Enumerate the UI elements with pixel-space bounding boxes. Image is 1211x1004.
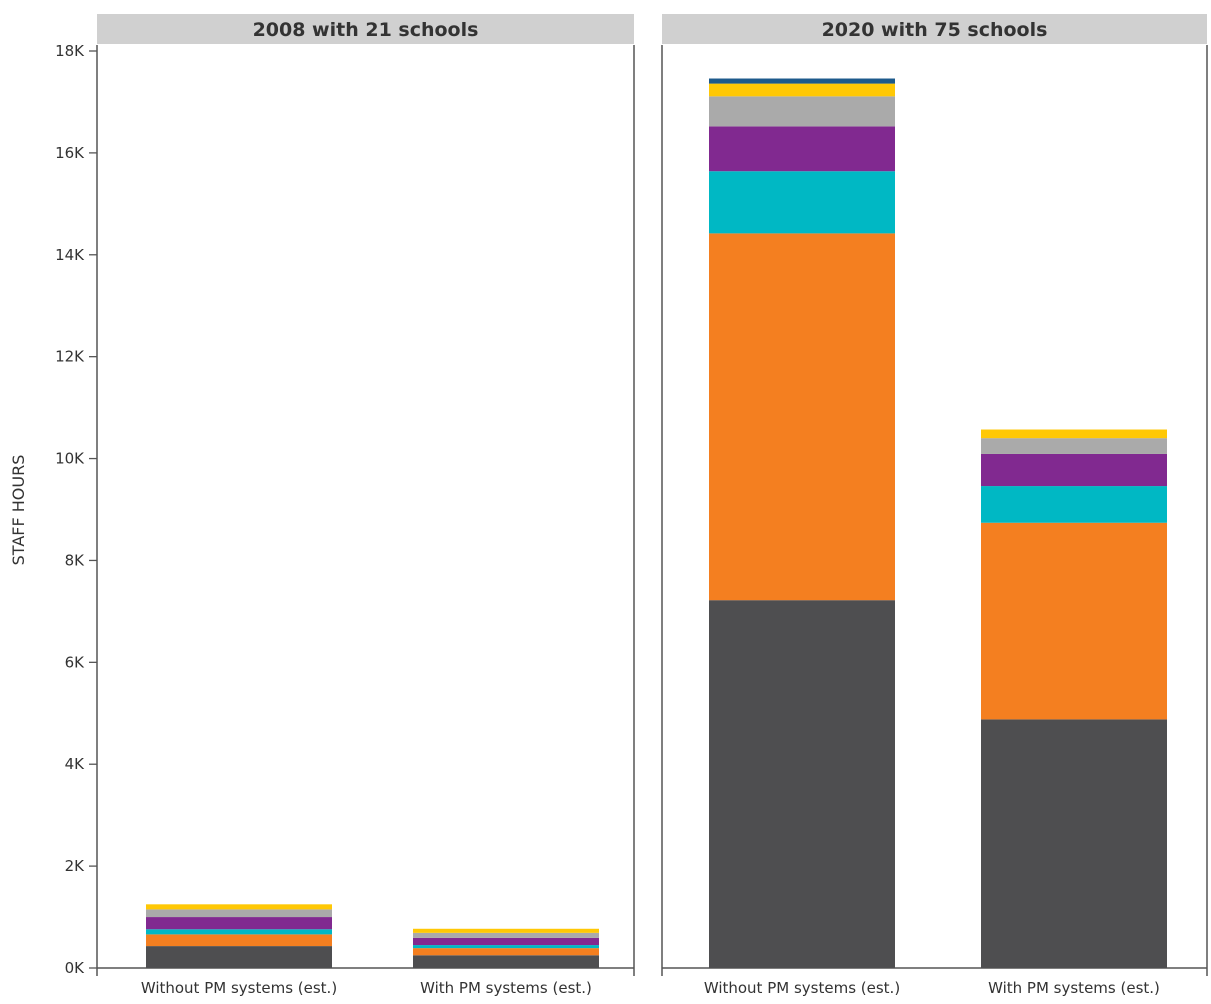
y-tick-label: 8K — [65, 551, 86, 569]
x-category-label: Without PM systems (est.) — [704, 979, 900, 997]
y-tick-label: 0K — [65, 959, 86, 977]
panel-header-band — [662, 14, 1207, 44]
bar-segment — [981, 719, 1167, 968]
bar-segment — [413, 928, 599, 933]
y-tick-label: 18K — [55, 42, 85, 60]
bar-segment — [146, 946, 332, 968]
panel-2: Without PM systems (est.) With PM systems… — [661, 45, 1208, 997]
x-category-label: Without PM systems (est.) — [141, 979, 337, 997]
bar-segment — [413, 932, 599, 938]
y-tick-label: 10K — [55, 450, 85, 468]
panels: Without PM systems (est.) With PM systems… — [96, 45, 1208, 997]
x-category-label: With PM systems (est.) — [420, 979, 592, 997]
bar-segment — [981, 486, 1167, 523]
bar-segment — [709, 78, 895, 84]
bar-segment — [709, 96, 895, 127]
y-tick-label: 4K — [65, 755, 86, 773]
bar-segment — [146, 929, 332, 935]
bar-segment — [709, 83, 895, 97]
panel-1: Without PM systems (est.) With PM systems… — [96, 45, 635, 997]
bar-segment — [146, 909, 332, 918]
y-tick-label: 2K — [65, 857, 86, 875]
panel-headers: 2008 with 21 schools 2020 with 75 schools — [97, 14, 1207, 44]
bar-segment — [146, 917, 332, 930]
y-axis: 0K 2K 4K 6K 8K 10K 12K 14K 16K 18K — [55, 42, 97, 977]
y-axis-label: STAFF HOURS — [9, 455, 28, 566]
y-tick-label: 6K — [65, 653, 86, 671]
bar-segment — [709, 233, 895, 601]
bar-segment — [709, 126, 895, 172]
x-category-label: With PM systems (est.) — [988, 979, 1160, 997]
y-tick-label: 14K — [55, 246, 85, 264]
panel-title: 2008 with 21 schools — [253, 19, 479, 41]
bar-segment — [413, 945, 599, 949]
bar-segment — [146, 904, 332, 910]
bar-segment — [981, 522, 1167, 720]
bar-segment — [981, 453, 1167, 487]
y-tick-label: 16K — [55, 144, 85, 162]
bar-segment — [709, 600, 895, 968]
bar-segment — [413, 948, 599, 956]
bar-segment — [981, 438, 1167, 454]
panel-title: 2020 with 75 schools — [822, 19, 1048, 41]
bar-segment — [981, 429, 1167, 439]
bar-segment — [413, 955, 599, 968]
bar-segment — [709, 171, 895, 234]
bar-segment — [413, 937, 599, 946]
panel-header-band — [97, 14, 634, 44]
y-tick-label: 12K — [55, 348, 85, 366]
bar-segment — [146, 934, 332, 947]
